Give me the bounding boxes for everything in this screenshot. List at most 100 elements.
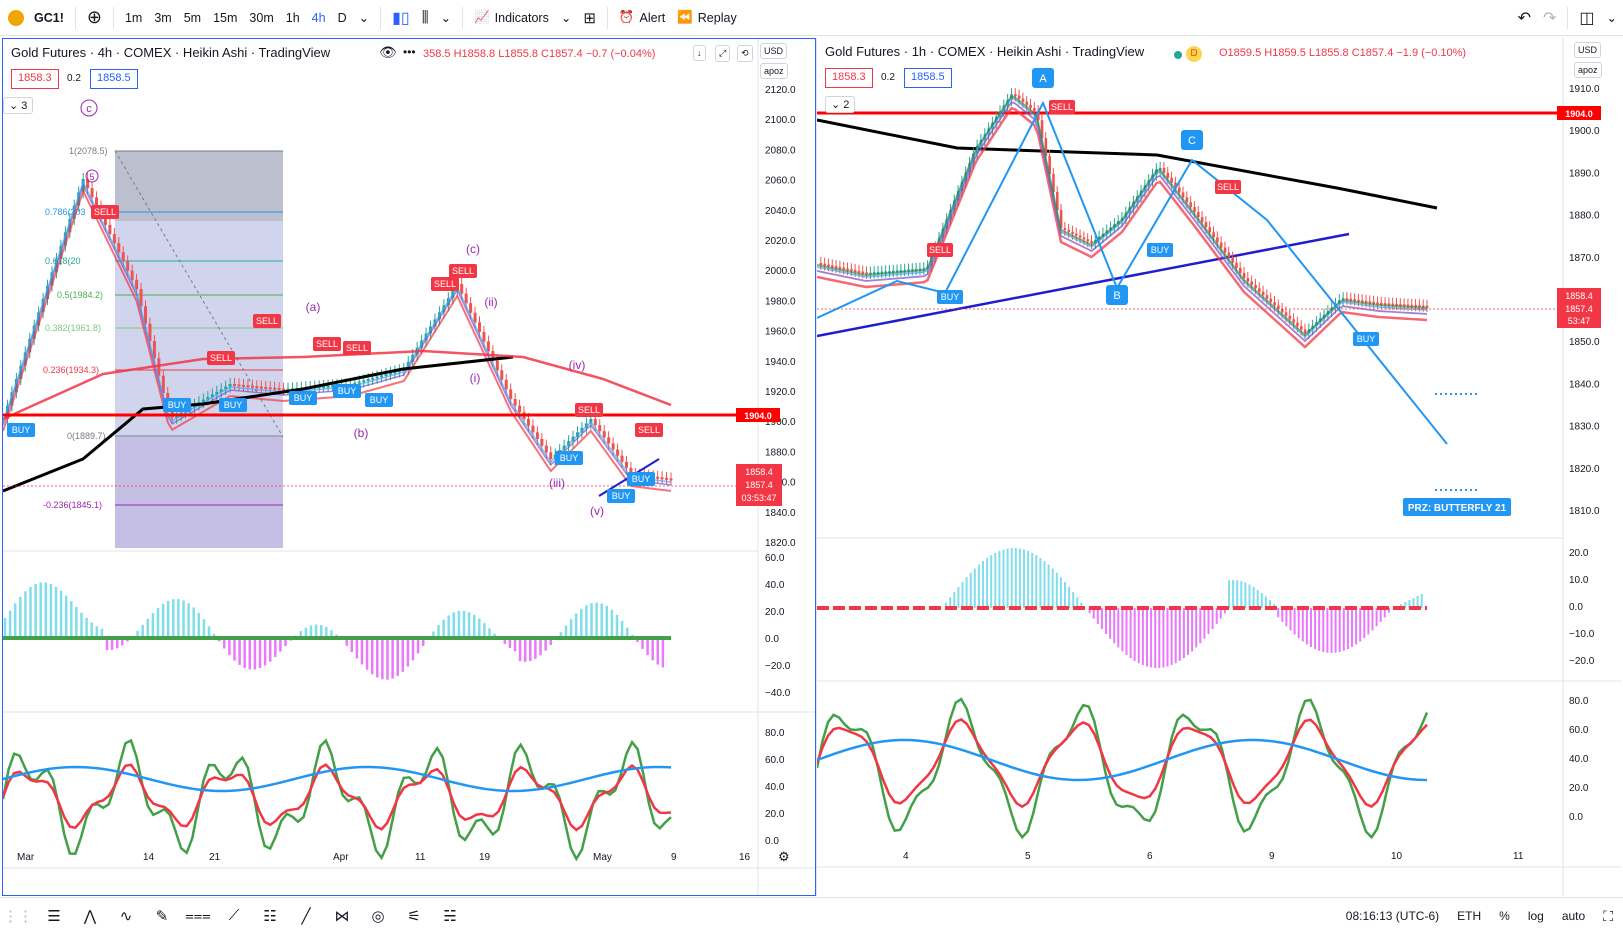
- candle-body: [513, 399, 517, 406]
- level-price-label: 1904.0: [744, 411, 772, 421]
- time-tick-label: 4: [903, 851, 909, 862]
- interval-1m[interactable]: 1m: [124, 10, 143, 25]
- indicator-collapse-button[interactable]: ⌄ 3: [3, 97, 34, 114]
- trend-line-tools-icon[interactable]: ☰: [47, 907, 61, 925]
- ray-icon[interactable]: ╱: [301, 907, 311, 925]
- layout-chevron-icon[interactable]: ⌄: [1606, 11, 1617, 25]
- fib-levels-icon[interactable]: ☷: [263, 907, 277, 925]
- price-tick-label: 2040.0: [765, 206, 796, 217]
- candle-body: [865, 272, 868, 275]
- split-layout-icon[interactable]: ◫: [1579, 9, 1595, 27]
- currency-select[interactable]: USD: [760, 43, 788, 59]
- rsi-tick-label: 80.0: [765, 728, 785, 739]
- sell-signal-label-box: [431, 277, 459, 291]
- refresh-icon[interactable]: ⟲: [737, 45, 753, 62]
- interval-dropdown-chevron-icon[interactable]: ⌄: [358, 11, 370, 25]
- candle-body: [1383, 303, 1387, 306]
- auto-toggle[interactable]: auto: [1561, 909, 1586, 923]
- fullscreen-icon[interactable]: ⛶: [1603, 907, 1613, 924]
- replay-button[interactable]: ⏪ Replay: [671, 0, 743, 36]
- candle-body: [117, 243, 121, 253]
- indicators-button[interactable]: 📈 Indicators: [468, 0, 555, 36]
- clock-time[interactable]: 08:16:13 (UTC-6): [1345, 909, 1440, 923]
- chart-type-chevron-icon[interactable]: ⌄: [440, 11, 452, 25]
- interval-30m[interactable]: 30m: [249, 10, 274, 25]
- candle-body: [384, 374, 388, 376]
- fib-channel-icon[interactable]: ⩶: [185, 907, 211, 924]
- sell-signal-label-box: [253, 314, 281, 328]
- compare-add-icon[interactable]: ⊕: [86, 7, 102, 27]
- interval-d[interactable]: D: [337, 10, 347, 25]
- ask-price-box[interactable]: 1858.5: [90, 69, 138, 89]
- macd-tick-label: −10.0: [1569, 629, 1595, 640]
- eye-icon[interactable]: 👁: [379, 44, 397, 60]
- interval-4h[interactable]: 4h: [311, 10, 326, 25]
- indicator-collapse-button[interactable]: ⌄ 2: [825, 96, 856, 113]
- session-toggle[interactable]: ETH: [1457, 909, 1482, 923]
- xabcd-pattern-icon[interactable]: ⋈: [334, 907, 350, 925]
- settings-sliders-icon[interactable]: ⚟: [407, 907, 421, 925]
- interval-5m[interactable]: 5m: [183, 10, 202, 25]
- left-chart-canvas[interactable]: 2120.02100.02080.02060.02040.02020.02000…: [3, 39, 815, 896]
- list-settings-icon[interactable]: ☵: [443, 907, 457, 925]
- divider: [1567, 6, 1569, 29]
- line-tool-icon[interactable]: ⟋: [228, 907, 240, 924]
- maximize-icon[interactable]: ⤢: [715, 45, 731, 62]
- drag-handle-icon[interactable]: ⋮⋮: [3, 907, 33, 925]
- scale-mode-select[interactable]: apoz: [760, 63, 788, 79]
- candle-body: [1368, 301, 1372, 304]
- indicators-label: Indicators: [494, 10, 549, 25]
- redo-icon[interactable]: ↷: [1542, 9, 1557, 27]
- stoch-red-line: [817, 718, 1428, 809]
- candle-body: [1193, 207, 1196, 213]
- candle-body: [108, 224, 112, 234]
- candle-body: [853, 270, 857, 273]
- price-tick-label: 1840.0: [765, 508, 796, 519]
- symbol-search-button[interactable]: GC1!: [34, 10, 64, 25]
- candle-body: [1055, 192, 1059, 211]
- percent-toggle[interactable]: %: [1499, 909, 1510, 923]
- interval-15m[interactable]: 15m: [213, 10, 238, 25]
- chart-type-icon[interactable]: ⫼: [421, 9, 429, 26]
- more-dots-icon[interactable]: •••: [403, 45, 416, 59]
- candle-body: [246, 385, 250, 388]
- candles-icon[interactable]: ▮▯: [392, 9, 410, 27]
- rsi-tick-label: 0.0: [1569, 812, 1583, 823]
- interval-3m[interactable]: 3m: [154, 10, 172, 25]
- ask-price-box[interactable]: 1858.5: [904, 68, 952, 88]
- countdown-label: 53:47: [1568, 316, 1591, 326]
- scale-mode-select[interactable]: apoz: [1574, 62, 1602, 78]
- interval-1h[interactable]: 1h: [285, 10, 300, 25]
- candle-body: [1025, 101, 1029, 105]
- sell-signal-label: SELL: [1217, 182, 1239, 192]
- spiral-icon[interactable]: ◎: [371, 907, 385, 925]
- undo-icon[interactable]: ↶: [1517, 9, 1531, 27]
- alert-button[interactable]: ⏰ Alert: [613, 0, 671, 36]
- layout-grid-icon[interactable]: ⊞: [583, 9, 596, 27]
- chevron-down-icon: ⌄: [831, 99, 844, 111]
- buy-signal-label: BUY: [560, 453, 579, 463]
- left-chart-panel[interactable]: 2120.0 2100.0 2080.0 2060.0 2040.0 2020.0 2000…: [2, 38, 816, 896]
- candle-body: [620, 455, 624, 462]
- currency-select[interactable]: USD: [1574, 42, 1602, 58]
- abc-pattern-icon[interactable]: ⋀: [83, 907, 97, 925]
- price-tick-label: 2060.0: [765, 176, 796, 187]
- buy-signal-label: BUY: [338, 386, 357, 396]
- wave-label: (ii): [484, 295, 497, 309]
- candle-body: [624, 461, 628, 468]
- pen-icon[interactable]: ✎: [155, 907, 169, 925]
- log-toggle[interactable]: log: [1527, 909, 1544, 923]
- indicators-chevron-icon[interactable]: ⌄: [560, 11, 572, 25]
- bid-price-box[interactable]: 1858.3: [11, 69, 59, 89]
- candle-body: [1341, 298, 1345, 301]
- candle-body: [255, 386, 259, 389]
- bid-price-box[interactable]: 1858.3: [825, 68, 873, 88]
- elliott-wave-icon[interactable]: ∿: [119, 907, 133, 925]
- right-chart-panel[interactable]: 1910.01900.01890.01880.01870.01860.01850…: [816, 38, 1621, 896]
- sell-signal-label-box: [449, 264, 477, 278]
- sell-signal-label-box: [207, 351, 235, 365]
- down-arrow-icon[interactable]: ↓: [693, 45, 706, 61]
- top-toolbar: GC1! ⊕ 1m 3m 5m 15m 30m 1h 4h D ⌄ ▮▯ ⫼ ⌄…: [0, 0, 1623, 36]
- candle-body: [1406, 304, 1410, 307]
- right-chart-canvas[interactable]: 1910.01900.01890.01880.01870.01860.01850…: [817, 38, 1621, 896]
